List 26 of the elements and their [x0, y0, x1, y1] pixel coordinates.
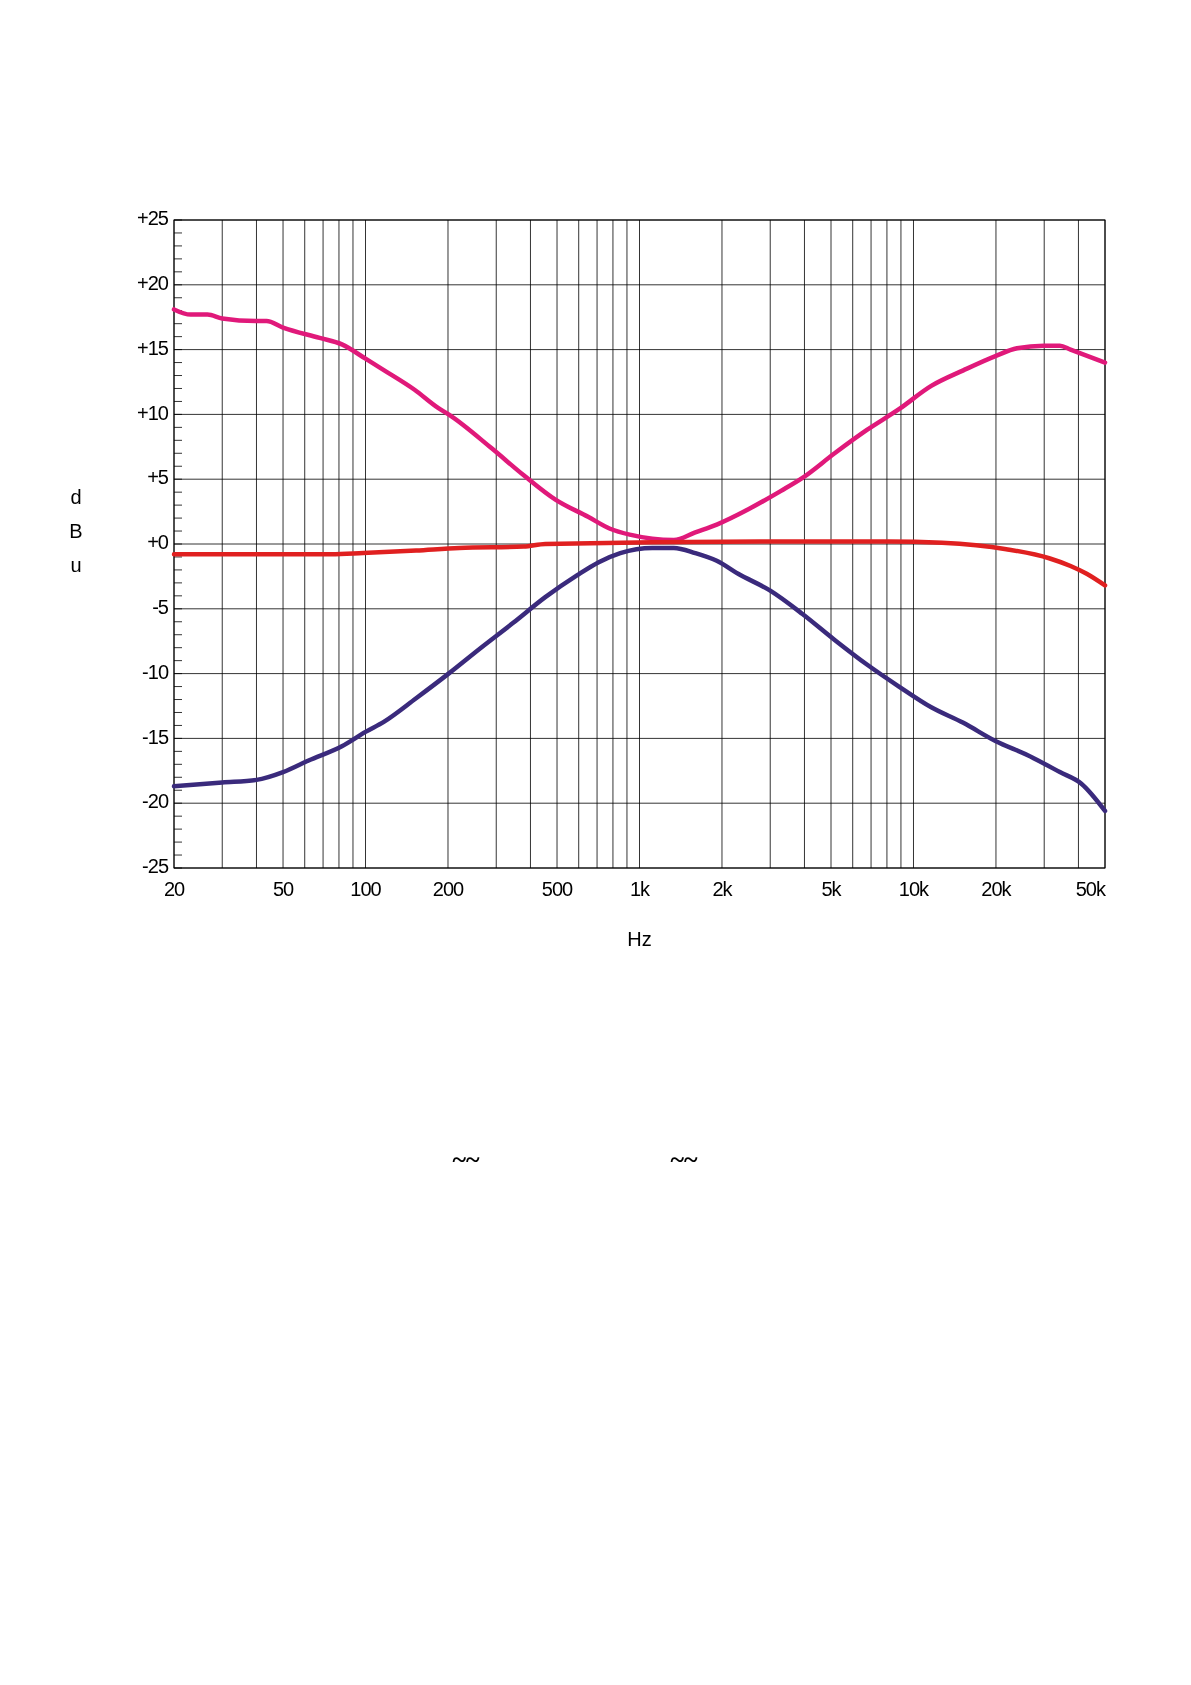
x-tick-label: 5k [821, 878, 843, 900]
y-axis-title: dBu [69, 486, 83, 576]
text: ~~ [452, 1145, 480, 1174]
y-tick-label: +20 [137, 272, 169, 295]
x-axis-title: Hz [627, 928, 652, 950]
y-tick-label: +15 [137, 336, 169, 359]
x-tick-label: 100 [350, 878, 382, 900]
y-tick-label: +5 [147, 466, 169, 489]
y-tick-label: +10 [137, 401, 169, 424]
x-tick-label: 2k [712, 878, 734, 900]
y-tick-label: -5 [152, 596, 169, 619]
y-tick-label: -10 [142, 660, 169, 683]
y-tick-label: +25 [137, 207, 169, 230]
x-tick-label: 500 [541, 878, 574, 900]
x-tick-label: 20k [981, 878, 1013, 900]
x-tick-label: 10k [898, 878, 931, 900]
x-tick-label: 50 [272, 878, 295, 900]
text: ~~ [670, 1145, 698, 1174]
y-tick-label: -20 [142, 790, 169, 813]
x-tick-label: 200 [432, 878, 465, 900]
y-tick-label: +0 [147, 531, 169, 554]
x-tick-label: 50k [1075, 878, 1107, 900]
x-tick-label: 20 [163, 878, 185, 900]
x-tick-label: 1k [629, 878, 652, 900]
y-tick-label: -25 [142, 855, 169, 878]
y-tick-label: -15 [142, 725, 169, 748]
